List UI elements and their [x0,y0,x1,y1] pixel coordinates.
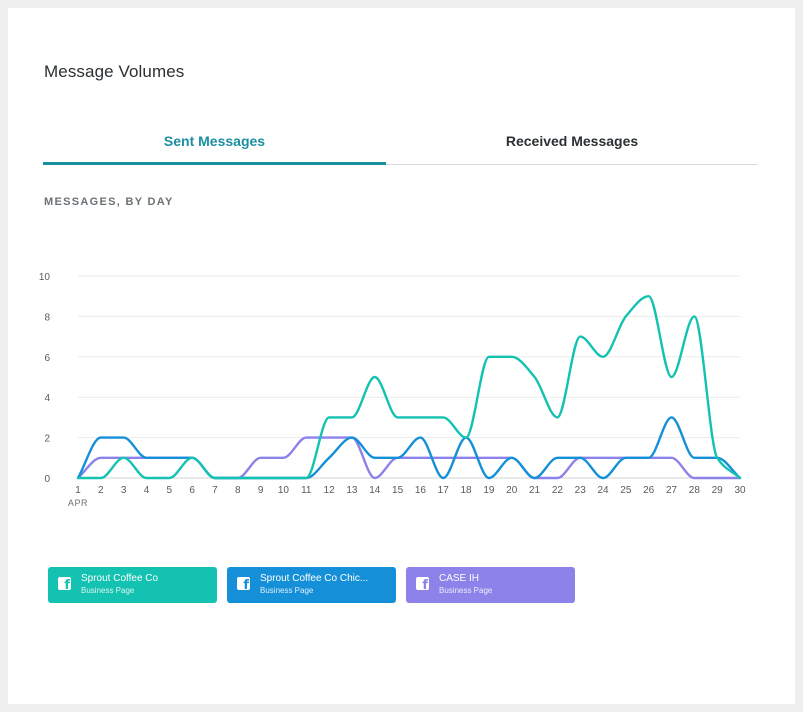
chart-subtitle: MESSAGES, BY DAY [44,196,174,208]
x-tick-label: 24 [597,485,609,496]
x-tick-label: 6 [189,485,195,496]
x-tick-label: 5 [167,485,173,496]
x-tick-label: 3 [121,485,127,496]
tab-sent-messages[interactable]: Sent Messages [43,126,386,165]
x-tick-label: 22 [552,485,564,496]
tab-received-messages[interactable]: Received Messages [505,133,639,149]
x-tick-label: 16 [415,485,427,496]
legend-item-type: Business Page [439,586,493,595]
x-tick-label: 12 [324,485,336,496]
x-tick-label: 28 [689,485,701,496]
legend-item-type: Business Page [260,586,314,595]
x-tick-label: 13 [346,485,358,496]
x-tick-label: 7 [212,485,218,496]
x-tick-label: 21 [529,485,541,496]
legend-item-case-ih[interactable]: f CASE IH Business Page [406,567,575,603]
x-tick-label: 8 [235,485,241,496]
facebook-icon: f [237,577,250,590]
x-tick-label: 4 [144,485,150,496]
x-tick-label: 15 [392,485,404,496]
series-line-1 [76,416,742,480]
x-tick-label: 18 [461,485,473,496]
x-tick-label: 17 [438,485,450,496]
x-tick-label: 26 [643,485,655,496]
y-tick-label: 2 [44,434,50,445]
legend-item-name: Sprout Coffee Co [81,573,159,584]
x-tick-label: 19 [483,485,495,496]
legend-item-sprout-coffee-co-chic[interactable]: f Sprout Coffee Co Chic... Business Page [227,567,396,603]
page-title: Message Volumes [44,62,185,81]
x-tick-label: 2 [98,485,104,496]
x-tick-label: 30 [734,485,746,496]
legend-item-type: Business Page [81,586,135,595]
x-tick-label: 9 [258,485,264,496]
facebook-icon: f [58,577,71,590]
y-tick-label: 10 [39,272,51,283]
x-tick-label: 1 [75,485,81,496]
x-tick-label: 11 [301,485,312,496]
x-tick-label: 10 [278,485,290,496]
x-tick-label: 27 [666,485,678,496]
series-line-0 [76,295,742,480]
legend-item-name: CASE IH [439,573,480,584]
y-tick-label: 4 [44,393,50,404]
x-tick-label: 14 [369,485,381,496]
legend-item-sprout-coffee-co[interactable]: f Sprout Coffee Co Business Page [48,567,217,603]
x-tick-label: 29 [712,485,724,496]
x-axis-sublabel: APR [68,498,88,508]
facebook-icon: f [416,577,429,590]
message-tabs: Sent Messages Received Messages [43,126,758,165]
y-tick-label: 6 [44,353,50,364]
legend-item-name: Sprout Coffee Co Chic... [260,573,369,584]
x-tick-label: 23 [575,485,587,496]
x-tick-label: 20 [506,485,518,496]
x-tick-label: 25 [620,485,632,496]
y-tick-label: 8 [44,312,50,323]
y-tick-label: 0 [44,474,50,485]
